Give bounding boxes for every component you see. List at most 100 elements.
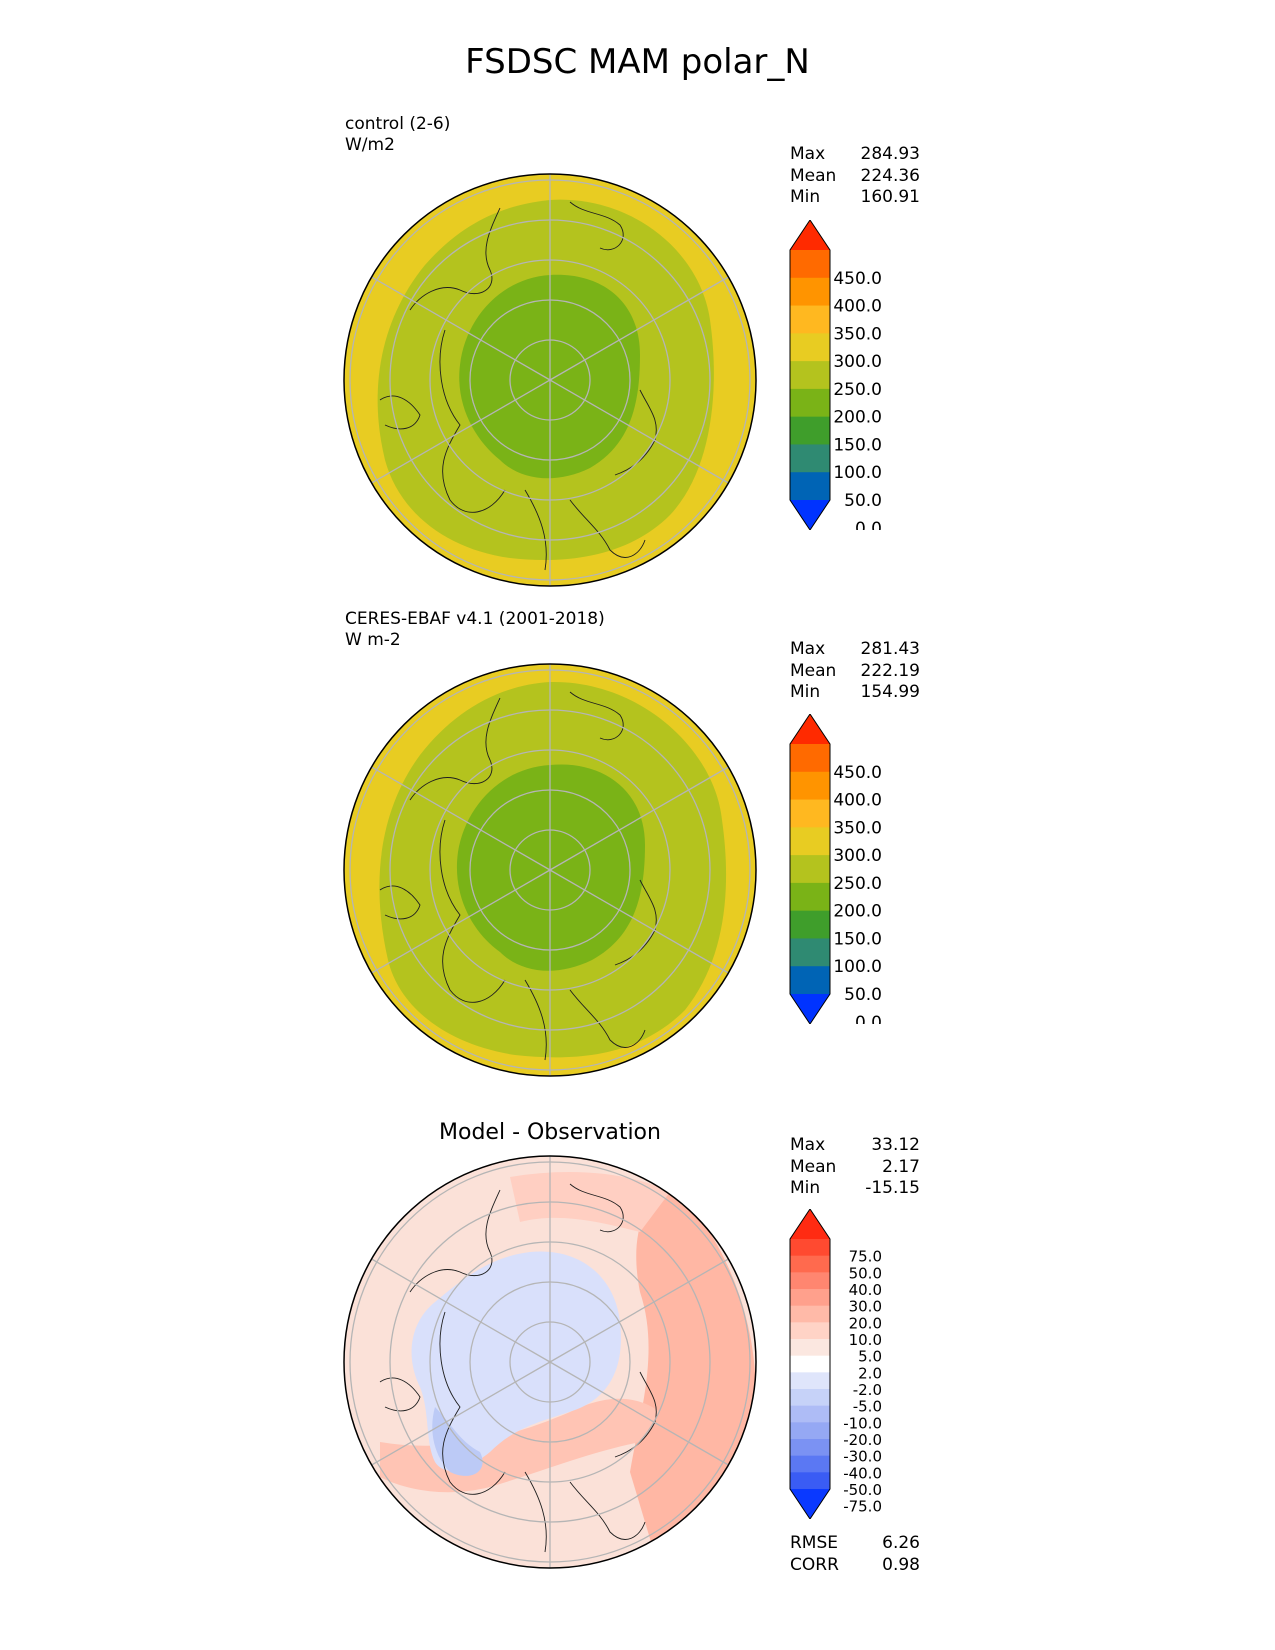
stat-label: Max	[790, 144, 826, 164]
panel-title-line1: control (2-6)	[345, 114, 451, 134]
stat-mean: Mean 222.19	[790, 661, 920, 683]
stat-label: Max	[790, 1135, 826, 1155]
graticule	[349, 664, 751, 1076]
colorbar-tick-label: 450.0	[833, 269, 882, 289]
colorbar-ticks: 75.050.040.030.020.010.05.02.0-2.0-5.0-1…	[843, 1248, 882, 1516]
graticule	[349, 174, 751, 586]
colorbar-outline	[789, 220, 831, 530]
colorbar-swatch	[790, 910, 830, 939]
metric-label: RMSE	[790, 1533, 839, 1553]
colorbar-outline	[789, 1209, 831, 1519]
stats-box: Max 33.12 Mean 2.17 Min -15.15	[790, 1135, 920, 1200]
metrics-box: RMSE 6.26 CORR 0.98	[790, 1533, 920, 1576]
colorbar-swatches	[789, 1209, 831, 1519]
colorbar-tick-label: 400.0	[833, 297, 882, 317]
colorbar-tick-label: 5.0	[858, 1348, 882, 1366]
colorbar-tick-label: 20.0	[849, 1314, 882, 1332]
stat-value: 222.19	[860, 660, 920, 681]
colorbar-swatch	[790, 1339, 830, 1357]
colorbar-swatch	[790, 1255, 830, 1273]
colorbar-extend-max	[790, 714, 830, 744]
panel-units: W/m2	[345, 135, 395, 155]
colorbar-swatch	[790, 1455, 830, 1473]
polar-map-control	[343, 173, 757, 587]
colorbar-tick-label: 250.0	[833, 874, 882, 894]
colorbar-swatch	[790, 966, 830, 995]
stat-label: Min	[790, 1178, 821, 1198]
stat-max: Max 281.43	[790, 639, 920, 661]
colorbar-tick-label: 300.0	[833, 846, 882, 866]
colorbar-tick-label: 50.0	[844, 491, 882, 511]
colorbar-ticks: 450.0 400.0 350.0 300.0 250.0 200.0 150.0 100.0…	[833, 269, 882, 530]
colorbar-swatch	[790, 1355, 830, 1373]
panel-units: W m-2	[345, 630, 401, 650]
colorbar-tick-label: 50.0	[844, 985, 882, 1005]
stat-value: 224.36	[860, 165, 920, 186]
colorbar-swatch	[790, 361, 830, 390]
stat-min: Min 154.99	[790, 682, 920, 704]
colorbar-tick-label: 75.0	[849, 1248, 882, 1266]
colorbar-tick-label: 2.0	[858, 1364, 882, 1382]
graticule	[349, 1156, 751, 1568]
metric-rmse: RMSE 6.26	[790, 1533, 920, 1555]
colorbar-tick-label: 300.0	[833, 352, 882, 372]
stat-value: 2.17	[882, 1156, 920, 1177]
colorbar-tick-label: -30.0	[843, 1448, 882, 1466]
stat-mean: Mean 224.36	[790, 166, 920, 188]
colorbar-tick-label: 40.0	[849, 1281, 882, 1299]
panel-title-line1: CERES-EBAF v4.1 (2001-2018)	[345, 609, 605, 629]
colorbar-tick-label: 10.0	[849, 1331, 882, 1349]
colorbar: 450.0 400.0 350.0 300.0 250.0 200.0 150.0 100.0…	[789, 220, 882, 530]
stat-label: Max	[790, 639, 826, 659]
stat-mean: Mean 2.17	[790, 1157, 920, 1179]
colorbar-swatch	[790, 472, 830, 501]
colorbar-extend-max	[790, 220, 830, 250]
stat-min: Min -15.15	[790, 1178, 920, 1200]
colorbar-tick-label: -50.0	[843, 1481, 882, 1499]
colorbar-tick-label: 200.0	[833, 902, 882, 922]
colorbar-swatches	[789, 714, 831, 1024]
colorbar-tick-label: 350.0	[833, 324, 882, 344]
metric-label: CORR	[790, 1554, 839, 1575]
colorbar-tick-label: 30.0	[849, 1298, 882, 1316]
colorbar: 450.0 400.0 350.0 300.0 250.0 200.0 150.0 100.0…	[789, 714, 882, 1024]
stat-min: Min 160.91	[790, 187, 920, 209]
diff-positive-east	[630, 1182, 756, 1568]
stat-label: Min	[790, 187, 821, 207]
panel-title: CERES-EBAF v4.1 (2001-2018) W m-2	[345, 609, 605, 651]
colorbar-extend-max	[790, 1209, 830, 1239]
colorbar-extend-min	[790, 500, 830, 530]
colorbar-swatch	[790, 1405, 830, 1423]
diff-negative-greenland	[432, 1407, 483, 1476]
colorbar-swatch	[790, 1289, 830, 1307]
map-boundary	[343, 173, 757, 587]
stat-label: Mean	[790, 1156, 837, 1177]
colorbar-swatch	[790, 827, 830, 856]
colorbar-ticks: 450.0 400.0 350.0 300.0 250.0 200.0 150.0 100.0…	[833, 763, 882, 1024]
colorbar-swatch	[790, 799, 830, 828]
colorbar-tick-label: -40.0	[843, 1464, 882, 1482]
diff-negative-central	[411, 1251, 621, 1471]
colorbar-swatch	[790, 744, 830, 773]
colorbar-tick-label: -5.0	[853, 1398, 882, 1416]
stat-value: 33.12	[871, 1135, 920, 1155]
colorbar-tick-label: 100.0	[833, 463, 882, 483]
metric-value: 0.98	[882, 1554, 920, 1575]
stat-value: 284.93	[860, 144, 920, 164]
colorbar-swatch	[790, 1372, 830, 1390]
colorbar-swatch	[790, 388, 830, 418]
colorbar-swatch	[790, 882, 830, 912]
colorbar-tick-label: -20.0	[843, 1431, 882, 1449]
colorbar-extend-min	[790, 994, 830, 1024]
polar-map-difference	[343, 1155, 757, 1569]
colorbar-swatch	[790, 1322, 830, 1340]
colorbar-swatch	[790, 444, 830, 473]
colorbar-swatch	[790, 277, 830, 307]
colorbar-tick-label: 150.0	[833, 435, 882, 455]
polar-map-observation	[343, 663, 757, 1077]
panel-title: control (2-6) W/m2	[345, 114, 450, 156]
colorbar-swatch	[790, 771, 830, 801]
colorbar-tick-label: 0.0	[855, 1013, 882, 1024]
colorbar-tick-label: -2.0	[853, 1381, 882, 1399]
stat-max: Max 284.93	[790, 144, 920, 166]
